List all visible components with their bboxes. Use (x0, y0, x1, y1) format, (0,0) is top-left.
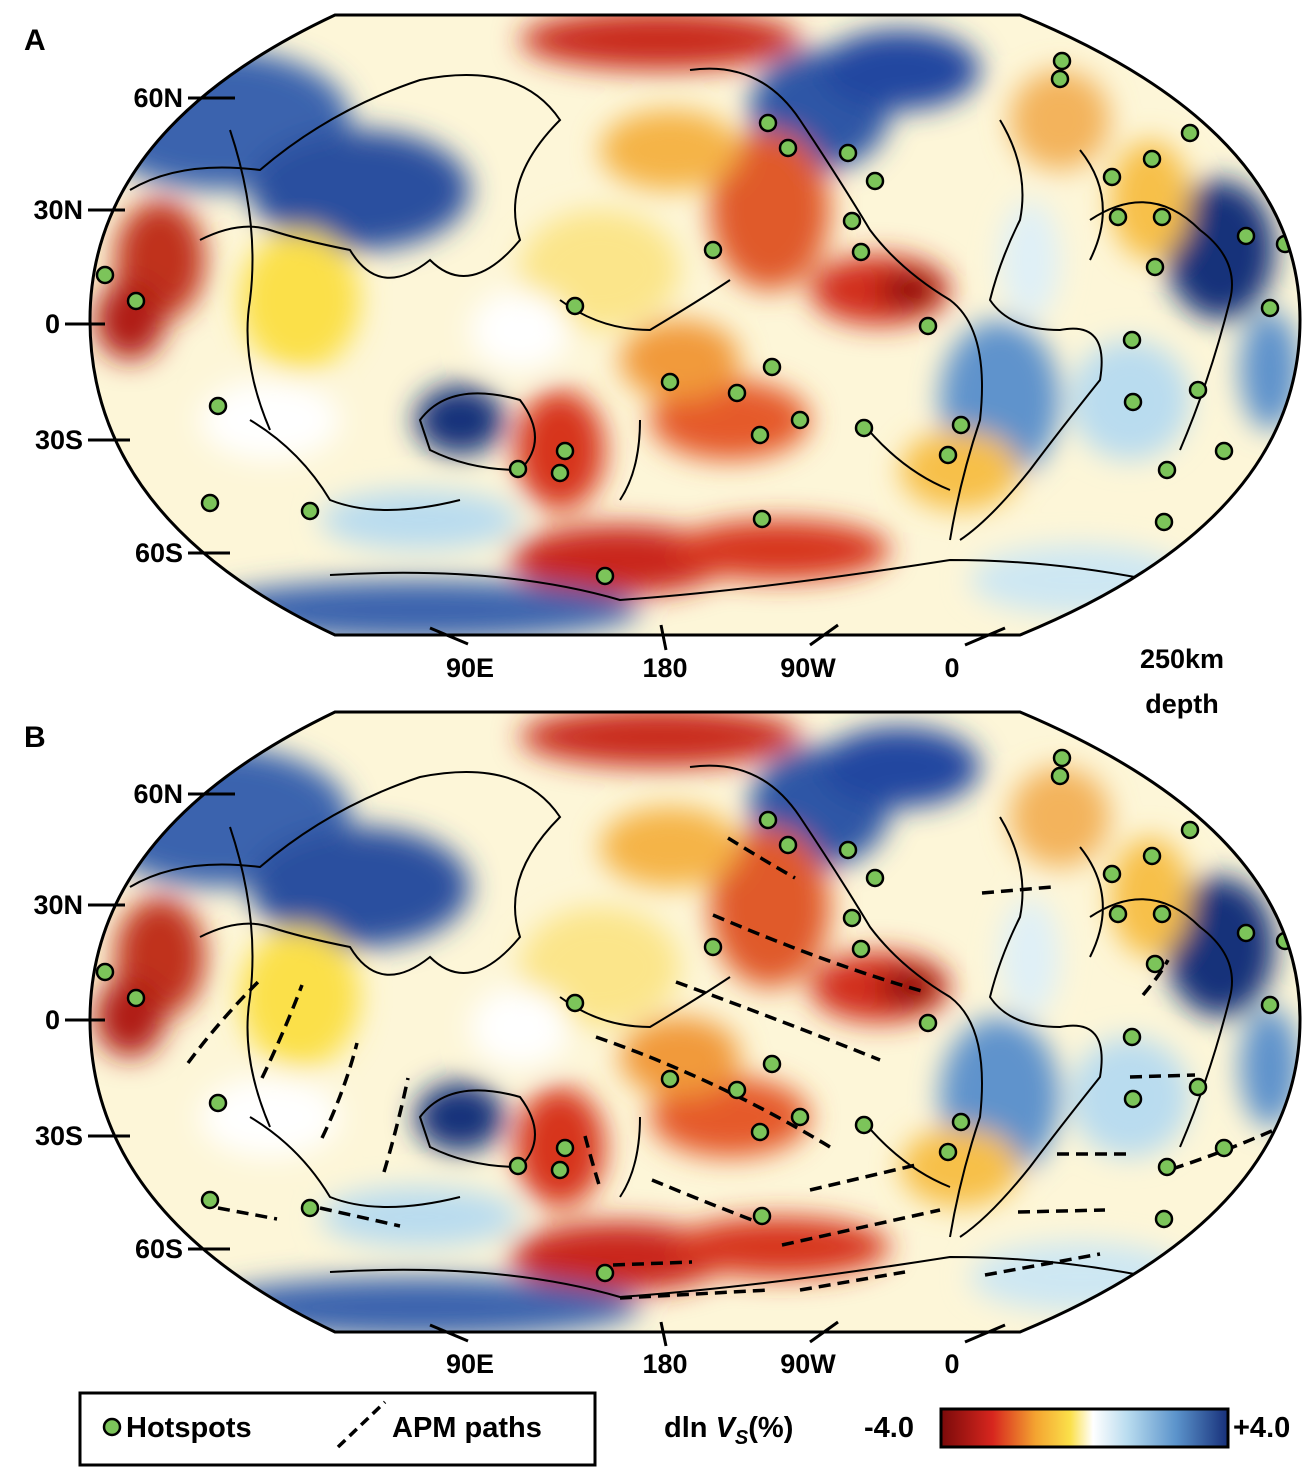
longitude-axis-b: 90E 180 90W 0 (429, 1320, 1006, 1379)
depth-label-line2: depth (1145, 689, 1219, 719)
lat-label-30s: 30S (35, 425, 83, 455)
lat-label-30n: 30N (33, 890, 83, 920)
tomography-map-b (90, 712, 1300, 1332)
lon-label-0: 0 (944, 1349, 959, 1379)
lat-label-60s: 60S (135, 538, 183, 568)
lon-label-90e: 90E (446, 1349, 494, 1379)
lon-label-180: 180 (642, 1349, 687, 1379)
colorbar-title: dln VS(%) (664, 1412, 793, 1449)
latitude-axis-b: 60N 30N 0 30S 60S (33, 779, 235, 1264)
colorbar-min-label: -4.0 (864, 1412, 914, 1444)
colorbar-gradient (939, 1407, 1230, 1449)
depth-label-line1: 250km (1140, 644, 1224, 674)
colorbar: dln VS(%) -4.0 +4.0 (664, 1407, 1290, 1449)
lat-label-60n: 60N (133, 779, 183, 809)
legend-box: Hotspots APM paths (78, 1391, 597, 1467)
lat-label-30s: 30S (35, 1121, 83, 1151)
lon-label-90w: 90W (780, 653, 836, 683)
lat-label-30n: 30N (33, 195, 83, 225)
tomography-map-a (90, 15, 1300, 635)
hotspots-legend-label: Hotspots (126, 1412, 252, 1444)
panel-letter-b: B (24, 721, 46, 754)
apm-legend-label: APM paths (392, 1412, 542, 1444)
lon-label-90e: 90E (446, 653, 494, 683)
apm-legend-icon (336, 1400, 387, 1449)
lat-label-0: 0 (45, 1005, 60, 1035)
lon-label-180: 180 (642, 653, 687, 683)
panel-a: A 60N 30N 0 30S 60S 90E 180 90W 0 250km … (24, 13, 1302, 719)
panel-b: B 60N 30N 0 30S 60S 90E 180 90W 0 (24, 710, 1302, 1379)
apm-paths-b (186, 836, 1286, 1300)
longitude-axis-a: 90E 180 90W 0 (429, 623, 1006, 683)
hotspot-markers-b (95, 748, 1295, 1283)
lat-label-60n: 60N (133, 83, 183, 113)
lat-label-60s: 60S (135, 1234, 183, 1264)
lon-label-0: 0 (944, 653, 959, 683)
hotspot-legend-icon (102, 1417, 122, 1437)
lon-label-90w: 90W (780, 1349, 836, 1379)
hotspot-markers-a (95, 51, 1295, 586)
colorbar-max-label: +4.0 (1233, 1412, 1290, 1444)
latitude-axis-a: 60N 30N 0 30S 60S (33, 83, 235, 568)
lat-label-0: 0 (45, 309, 60, 339)
panel-letter-a: A (24, 24, 46, 57)
